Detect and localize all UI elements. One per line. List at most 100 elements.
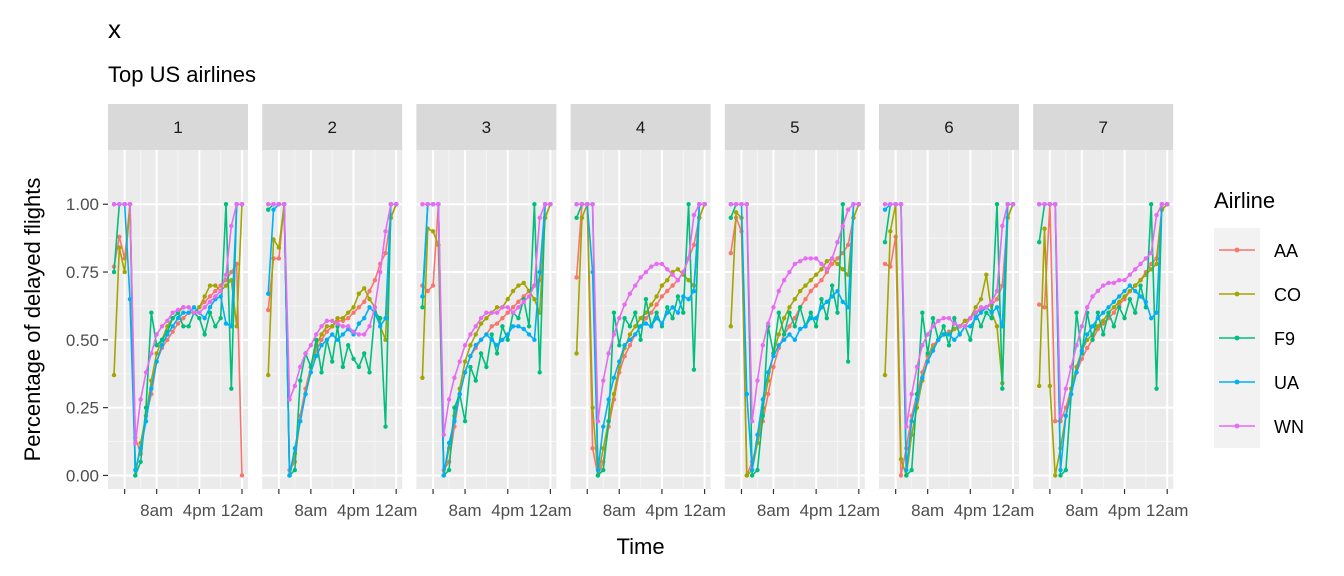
data-point-F9 bbox=[909, 467, 914, 473]
data-point-F9 bbox=[505, 337, 510, 343]
data-point-UA bbox=[808, 315, 813, 321]
x-tick-label: 8am bbox=[294, 501, 327, 520]
data-point-F9 bbox=[904, 473, 909, 478]
data-point-WN bbox=[638, 275, 643, 280]
data-point-WN bbox=[792, 261, 797, 267]
data-point-UA bbox=[904, 467, 909, 473]
data-point-AA bbox=[845, 242, 851, 248]
data-point-AA bbox=[819, 277, 824, 283]
data-point-F9 bbox=[298, 378, 303, 383]
data-point-WN bbox=[595, 419, 601, 424]
facet-strip-label: 3 bbox=[482, 118, 491, 137]
data-point-WN bbox=[760, 343, 765, 348]
data-point-CO bbox=[494, 305, 500, 310]
data-point-CO bbox=[462, 359, 468, 364]
data-point-UA bbox=[1117, 294, 1122, 299]
data-point-WN bbox=[537, 215, 542, 220]
data-point-CO bbox=[638, 315, 643, 321]
data-point-AA bbox=[346, 315, 351, 321]
data-point-AA bbox=[808, 288, 813, 294]
data-point-CO bbox=[276, 245, 282, 250]
data-point-WN bbox=[851, 202, 856, 207]
data-point-UA bbox=[292, 446, 298, 451]
data-point-WN bbox=[702, 202, 707, 207]
data-point-F9 bbox=[1138, 283, 1143, 288]
data-point-WN bbox=[952, 321, 957, 326]
data-point-WN bbox=[505, 305, 510, 310]
data-point-CO bbox=[733, 210, 739, 215]
data-point-WN bbox=[585, 202, 590, 207]
data-point-UA bbox=[526, 332, 532, 337]
data-point-UA bbox=[462, 370, 468, 375]
data-point-UA bbox=[681, 294, 686, 299]
data-point-AA bbox=[516, 299, 521, 305]
data-point-WN bbox=[133, 440, 138, 446]
data-point-WN bbox=[888, 202, 893, 207]
data-point-UA bbox=[335, 337, 340, 343]
data-point-F9 bbox=[346, 343, 351, 348]
facet-strip bbox=[570, 104, 711, 150]
data-point-CO bbox=[813, 272, 819, 277]
data-point-F9 bbox=[845, 359, 851, 364]
data-point-WN bbox=[771, 305, 776, 310]
data-point-UA bbox=[819, 305, 824, 310]
data-point-F9 bbox=[792, 324, 797, 329]
data-point-UA bbox=[468, 353, 473, 359]
data-point-F9 bbox=[356, 364, 362, 370]
data-point-WN bbox=[388, 202, 394, 207]
data-point-UA bbox=[356, 321, 362, 326]
data-point-WN bbox=[1143, 256, 1149, 261]
data-point-F9 bbox=[728, 215, 733, 220]
data-point-WN bbox=[356, 332, 362, 337]
data-point-CO bbox=[362, 286, 367, 291]
data-point-AA bbox=[319, 337, 324, 343]
data-point-WN bbox=[914, 364, 920, 370]
data-point-UA bbox=[824, 299, 829, 305]
data-point-AA bbox=[266, 307, 271, 313]
data-point-F9 bbox=[314, 337, 319, 343]
data-point-AA bbox=[324, 329, 330, 334]
data-point-WN bbox=[819, 261, 824, 267]
data-point-WN bbox=[303, 351, 308, 356]
data-point-AA bbox=[430, 283, 436, 288]
data-point-CO bbox=[611, 391, 617, 397]
data-point-F9 bbox=[681, 310, 686, 315]
data-point-WN bbox=[292, 383, 298, 389]
data-point-UA bbox=[1079, 348, 1085, 353]
data-point-WN bbox=[1053, 202, 1058, 207]
data-point-F9 bbox=[643, 296, 649, 302]
data-point-WN bbox=[468, 332, 473, 337]
data-point-WN bbox=[154, 332, 159, 337]
data-point-CO bbox=[1127, 288, 1133, 294]
data-point-WN bbox=[516, 305, 521, 310]
x-tick-label: 8am bbox=[1065, 501, 1098, 520]
data-point-WN bbox=[207, 299, 213, 305]
data-point-WN bbox=[330, 318, 335, 324]
x-tick-label: 8am bbox=[603, 501, 636, 520]
data-point-F9 bbox=[787, 310, 792, 315]
data-point-AA bbox=[654, 302, 659, 307]
data-point-UA bbox=[787, 332, 792, 337]
data-point-WN bbox=[978, 305, 984, 310]
data-point-WN bbox=[420, 202, 425, 207]
data-point-WN bbox=[362, 332, 367, 337]
data-point-WN bbox=[733, 202, 739, 207]
data-point-WN bbox=[665, 267, 670, 272]
data-point-UA bbox=[1090, 324, 1095, 329]
data-point-UA bbox=[484, 332, 489, 337]
x-tick-label: 12am bbox=[1146, 501, 1189, 520]
data-point-CO bbox=[952, 326, 957, 332]
data-point-UA bbox=[303, 391, 308, 397]
data-point-F9 bbox=[760, 413, 765, 418]
data-point-UA bbox=[633, 332, 638, 337]
data-point-CO bbox=[665, 277, 670, 283]
legend-label: F9 bbox=[1274, 329, 1295, 349]
x-tick-label: 8am bbox=[757, 501, 790, 520]
data-point-UA bbox=[510, 324, 516, 329]
data-point-F9 bbox=[638, 337, 643, 343]
data-point-F9 bbox=[1000, 386, 1005, 391]
data-point-WN bbox=[920, 343, 925, 348]
data-point-CO bbox=[744, 473, 749, 478]
data-point-F9 bbox=[186, 324, 191, 329]
data-point-CO bbox=[340, 315, 346, 321]
